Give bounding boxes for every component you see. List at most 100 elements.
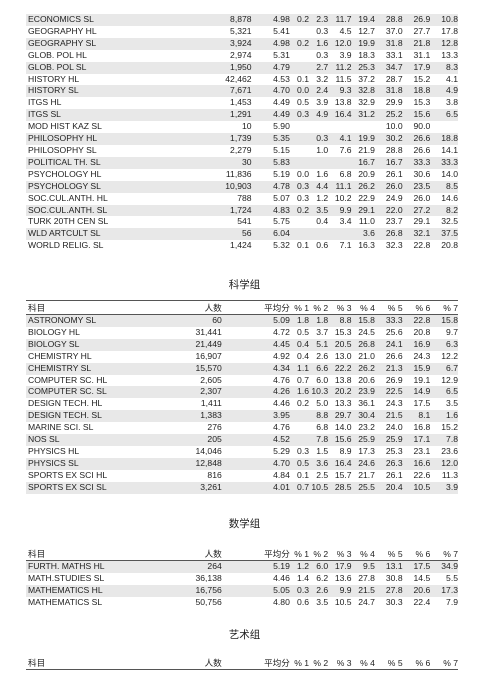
table-body: FURTH. MATHS HL 264 5.19 1.2 6.0 17.9 9.5 13.1 1… [26,560,458,609]
cell-p7: 15.2 [441,422,458,433]
cell-p6: 90.0 [413,121,431,132]
cell-p6: 23.5 [402,180,431,193]
cell-p3: 13.8 [334,374,352,385]
cell-p4: 37.2 [358,73,375,84]
cell-p4: 23.2 [358,422,375,433]
cell-count: 14,046 [195,445,222,456]
cell-p7: 12.9 [441,374,458,385]
header-p6: % 6 [415,302,431,313]
cell-p5: 27.8 [374,584,403,597]
cell-p6: 21.8 [402,37,431,50]
cell-p4: 26.8 [351,338,375,351]
cell-p5: 26.0 [374,180,403,193]
cell-p4: 9.5 [351,560,375,573]
table-row: DESIGN TECH. HL 1,411 4.46 0.2 5.0 13.3 36.1 24… [26,398,458,410]
subject-name-cell: MOD HIST KAZ SL [28,121,102,132]
cell-avg: 5.07 [273,192,290,203]
subject-name-cell: HISTORY SL [26,85,165,98]
cell-p1: 0.7 [289,481,309,494]
cell-p4: 27.8 [358,572,375,583]
subject-name-cell: CHEMISTRY HL [28,350,92,361]
cell-p1: 0.7 [297,374,309,385]
subject-name-cell: PHYSICS SL [26,457,165,470]
cell-p6: 27.2 [402,204,431,217]
cell-p7: 6.5 [430,386,458,399]
header-p5: % 5 [387,548,403,559]
cell-p4: 16.3 [358,240,375,251]
header-p7: % 7 [443,548,458,559]
cell-p5: 30.2 [374,133,403,145]
cell-p3: 22.2 [328,362,352,375]
cell-p4: 15.8 [351,314,375,327]
cell-avg: 4.46 [273,572,290,583]
cell-p2: 0.3 [316,49,329,60]
cell-p2: 6.0 [316,374,329,385]
cell-count: 264 [164,560,222,573]
cell-p5: 25.6 [385,326,403,337]
cell-p2 [309,156,329,169]
cell-p6: 17.5 [402,560,431,573]
cell-p3: 13.3 [334,398,352,409]
subject-name-cell: NOS SL [26,434,165,446]
cell-avg: 4.49 [273,97,290,108]
cell-p1 [290,145,309,157]
cell-p3: 13.8 [334,97,352,108]
cell-p2: 2.3 [309,14,329,26]
cell-p1 [289,61,309,74]
cell-p7: 17.8 [441,25,458,36]
cell-avg: 5.05 [221,584,290,597]
cell-p4: 32.9 [358,97,375,108]
table-row: MATHEMATICS HL 16,756 5.05 0.3 2.6 9.9 21.5 27.… [26,584,458,597]
cell-p5: 21.5 [374,410,403,423]
header-p5: % 5 [387,657,403,668]
cell-p7: 12.0 [430,457,458,470]
table-row: MATH.STUDIES SL 36,138 4.46 1.4 6.2 13.6 27.8 3… [26,573,458,585]
cell-p6: 22.4 [413,596,431,607]
cell-p7: 6.5 [430,109,458,122]
cell-p6: 14.9 [402,386,431,399]
cell-p2: 3.7 [316,326,329,337]
cell-p2: 4.4 [309,180,329,193]
cell-avg: 5.29 [273,445,290,456]
cell-avg: 4.98 [251,37,290,50]
cell-avg: 4.01 [221,481,290,494]
cell-p4: 25.5 [351,481,375,494]
cell-p3: 11.1 [328,180,352,193]
cell-p6: 8.1 [402,410,431,423]
cell-p2: 1.6 [316,168,329,179]
cell-p7: 3.9 [430,481,458,494]
cell-p1 [289,156,309,169]
cell-p7: 7.8 [430,434,458,446]
cell-count: 31,441 [195,326,222,337]
cell-avg: 5.41 [273,25,290,36]
table-row: ITGS HL 1,453 4.49 0.5 3.9 13.8 32.9 29.9 15.3 3.… [26,97,458,109]
cell-p1: 0.2 [289,14,309,26]
cell-p4: 32.8 [351,85,375,98]
cell-count: 3,924 [164,37,252,50]
cell-count: 15,570 [164,362,222,375]
cell-p2: 0.3 [309,133,329,145]
cell-p4: 19.9 [351,133,375,145]
cell-p5: 33.3 [374,314,403,327]
table-row: POLITICAL TH. SL 30 5.83 16.7 16.7 33.3 33.3 [26,156,458,169]
cell-p4: 3.6 [351,228,375,241]
cell-p6: 15.2 [413,73,431,84]
cell-p4: 12.7 [358,25,375,36]
cell-p2: 2.5 [316,469,329,480]
cell-p7: 32.5 [441,216,458,227]
cell-p2: 10.3 [309,386,329,399]
cell-p4: 19.4 [351,14,375,26]
cell-count: 7,671 [164,85,252,98]
header-name: 科目 [28,302,46,313]
header-count: 人数 [204,302,222,313]
cell-p1 [290,216,309,228]
subject-name-cell: WLD ARTCULT SL [26,228,165,241]
cell-p1 [290,422,309,434]
cell-p5: 22.5 [374,386,403,399]
cell-p5: 16.7 [374,156,403,169]
cell-avg: 4.83 [251,204,290,217]
cell-p7: 12.2 [441,350,458,361]
header-avg: 平均分 [264,548,290,559]
subject-name-cell: POLITICAL TH. SL [26,156,165,169]
cell-p2: 1.2 [316,192,329,203]
